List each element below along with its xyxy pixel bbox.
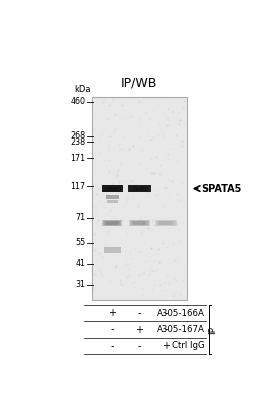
FancyBboxPatch shape xyxy=(109,188,116,190)
Text: A305-166A: A305-166A xyxy=(157,309,205,318)
FancyBboxPatch shape xyxy=(106,186,119,191)
Text: 460: 460 xyxy=(71,97,86,106)
FancyBboxPatch shape xyxy=(136,188,143,190)
Text: +: + xyxy=(162,341,170,351)
FancyBboxPatch shape xyxy=(134,187,144,190)
FancyBboxPatch shape xyxy=(106,221,119,225)
FancyBboxPatch shape xyxy=(108,187,117,190)
Text: -: - xyxy=(164,324,167,335)
FancyBboxPatch shape xyxy=(109,187,116,190)
Text: 238: 238 xyxy=(70,138,86,147)
Text: -: - xyxy=(137,308,141,318)
Text: 55: 55 xyxy=(75,238,86,247)
Text: -: - xyxy=(111,341,114,351)
FancyBboxPatch shape xyxy=(103,185,122,192)
Text: 31: 31 xyxy=(76,280,86,289)
FancyBboxPatch shape xyxy=(105,186,120,191)
FancyBboxPatch shape xyxy=(131,221,147,225)
FancyBboxPatch shape xyxy=(128,185,151,192)
Text: IP: IP xyxy=(208,326,217,334)
Text: 41: 41 xyxy=(76,259,86,268)
Text: 117: 117 xyxy=(70,182,86,191)
FancyBboxPatch shape xyxy=(129,185,149,192)
Text: 268: 268 xyxy=(70,131,86,141)
FancyBboxPatch shape xyxy=(133,221,145,225)
Text: +: + xyxy=(135,324,143,335)
FancyBboxPatch shape xyxy=(156,220,176,226)
FancyBboxPatch shape xyxy=(104,221,121,226)
Text: -: - xyxy=(111,324,114,335)
FancyBboxPatch shape xyxy=(104,185,121,192)
FancyBboxPatch shape xyxy=(159,221,172,225)
Text: A305-167A: A305-167A xyxy=(157,325,205,334)
FancyBboxPatch shape xyxy=(135,187,143,190)
Text: 171: 171 xyxy=(70,154,86,163)
FancyBboxPatch shape xyxy=(157,221,175,225)
FancyBboxPatch shape xyxy=(130,220,148,226)
FancyBboxPatch shape xyxy=(107,200,118,203)
FancyBboxPatch shape xyxy=(128,185,151,192)
FancyBboxPatch shape xyxy=(129,185,150,192)
FancyBboxPatch shape xyxy=(110,188,115,190)
Text: kDa: kDa xyxy=(75,85,91,94)
FancyBboxPatch shape xyxy=(104,247,121,254)
FancyBboxPatch shape xyxy=(133,187,145,190)
FancyBboxPatch shape xyxy=(132,186,147,191)
Text: -: - xyxy=(164,308,167,318)
Text: 71: 71 xyxy=(76,213,86,222)
Text: IP/WB: IP/WB xyxy=(121,77,157,90)
FancyBboxPatch shape xyxy=(130,186,148,191)
FancyBboxPatch shape xyxy=(131,186,147,191)
FancyBboxPatch shape xyxy=(129,220,150,226)
FancyBboxPatch shape xyxy=(136,188,142,190)
FancyBboxPatch shape xyxy=(103,220,121,226)
FancyBboxPatch shape xyxy=(158,221,174,225)
FancyBboxPatch shape xyxy=(102,185,123,192)
FancyBboxPatch shape xyxy=(106,196,119,199)
FancyBboxPatch shape xyxy=(105,221,120,225)
Text: -: - xyxy=(137,341,141,351)
FancyBboxPatch shape xyxy=(107,187,118,190)
Text: Ctrl IgG: Ctrl IgG xyxy=(172,341,205,350)
FancyBboxPatch shape xyxy=(92,97,187,300)
Text: +: + xyxy=(109,308,116,318)
Text: SPATA5: SPATA5 xyxy=(202,183,242,194)
FancyBboxPatch shape xyxy=(132,221,146,225)
FancyBboxPatch shape xyxy=(103,185,122,192)
FancyBboxPatch shape xyxy=(102,220,122,226)
FancyBboxPatch shape xyxy=(133,186,146,191)
FancyBboxPatch shape xyxy=(155,220,177,226)
FancyBboxPatch shape xyxy=(102,185,123,192)
FancyBboxPatch shape xyxy=(106,186,119,191)
